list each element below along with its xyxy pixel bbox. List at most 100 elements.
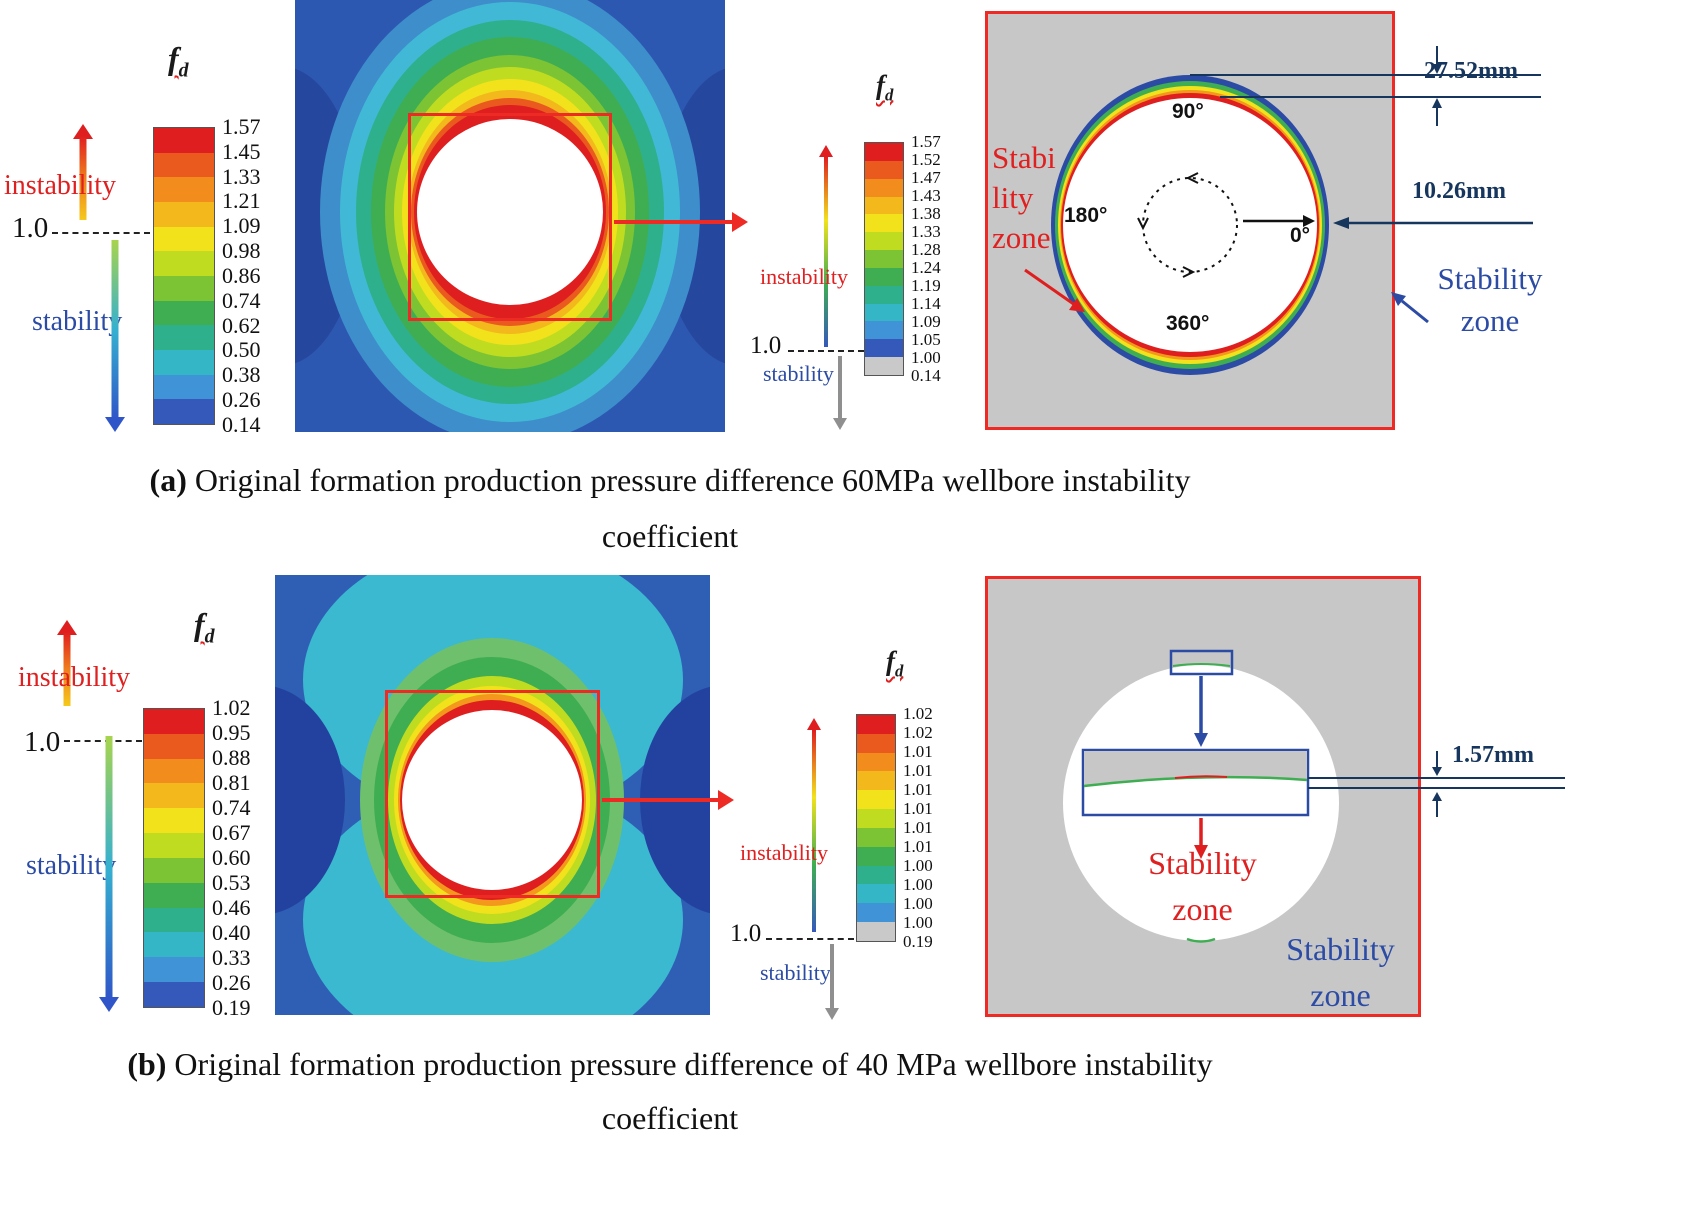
colorbar-band: [154, 399, 214, 425]
stability-label: stability: [26, 850, 117, 881]
arrow-head-icon: [819, 145, 833, 157]
contour-plot-a: [295, 0, 725, 432]
arrow-head-icon: [1432, 767, 1442, 776]
colorbar-band: [144, 907, 204, 933]
colorbar-band: [865, 196, 903, 215]
fd-subscript: d: [885, 85, 894, 105]
colorbar-band: [857, 846, 895, 866]
arrow-head-icon: [1391, 292, 1406, 306]
colorbar-band: [144, 882, 204, 908]
stability-label: stability: [760, 960, 831, 985]
caption-prefix: (a): [149, 462, 187, 498]
label-line: Stability: [1437, 261, 1543, 296]
colorbar-band: [857, 752, 895, 772]
arrow-head-icon: [1432, 64, 1442, 74]
stability-arrow: [98, 736, 120, 1012]
colorbar-band: [154, 251, 214, 277]
colorbar-band: [865, 339, 903, 358]
colorbar-band: [865, 232, 903, 251]
colorbar-tick-labels: 1.02 1.02 1.01 1.01 1.01 1.01 1.01 1.01 1.00 1.00…: [903, 704, 933, 951]
colorbar-band: [865, 160, 903, 179]
colorbar-band: [144, 833, 204, 858]
colorbar-b-zoom: 1.02 1.02 1.01 1.01 1.01 1.01 1.01 1.01 1.00 1.00…: [856, 704, 933, 951]
arrow-shaft: [614, 220, 734, 224]
colorbar-band: [857, 922, 895, 941]
dimension-label-10-26: 10.26mm: [1412, 178, 1506, 204]
colorbar-band: [154, 325, 214, 351]
thin-instability-layer: [1172, 663, 1231, 667]
colorbar-band: [144, 857, 204, 883]
caption-text: Original formation production pressure d…: [186, 462, 1191, 498]
wellbore-hole: [1063, 98, 1317, 352]
threshold-label: 1.0: [12, 212, 49, 244]
arrow-head-icon: [825, 1008, 839, 1020]
label-line: zone: [992, 220, 1051, 255]
dimension-label-1-57: 1.57mm: [1452, 742, 1534, 768]
arrow-head-icon: [99, 997, 119, 1012]
colorbar-band: [865, 178, 903, 197]
fd-symbol: f: [168, 40, 179, 76]
fd-subscript: d: [895, 661, 904, 681]
fd-label-a-main: fd: [168, 40, 189, 82]
arrow-head-icon: [105, 417, 125, 432]
angle-label-90: 90°: [1172, 100, 1204, 123]
angle-label-180: 180°: [1064, 204, 1108, 227]
callout-source-box: [1169, 649, 1234, 676]
colorbar-band: [865, 143, 903, 161]
rotation-dotted-circle: [1142, 177, 1238, 273]
colorbar-tick-labels: 1.57 1.45 1.33 1.21 1.09 0.98 0.86 0.74 0.62 0.50…: [222, 114, 261, 437]
stability-zone-label-center: Stability zone: [1110, 840, 1295, 932]
angle-label-0: 0°: [1290, 224, 1311, 247]
colorbar-band: [154, 350, 214, 375]
magnified-instability-layer-red: [1174, 775, 1228, 779]
stability-zone-label-right: Stability zone: [1258, 926, 1423, 1018]
threshold-dash-line: [52, 232, 150, 234]
colorbar-band: [154, 226, 214, 252]
colorbar-band: [857, 790, 895, 810]
arrow-shaft: [63, 632, 71, 706]
colorbar-band: [154, 374, 214, 400]
zoom-region-box-b: [385, 690, 600, 898]
instability-label: instability: [760, 264, 848, 289]
fd-subscript: d: [178, 59, 189, 82]
zoom-view-a: [985, 11, 1541, 430]
stability-zone-label-right: Stability zone: [1420, 258, 1560, 342]
arrow-shaft: [105, 736, 113, 1000]
colorbar-a-zoom: 1.57 1.52 1.47 1.43 1.38 1.33 1.28 1.24 1.19 1.14…: [864, 133, 941, 384]
label-line: lity: [992, 180, 1034, 215]
arrow-shaft: [824, 157, 828, 347]
colorbar-a-main: 1.57 1.45 1.33 1.21 1.09 0.98 0.86 0.74 0.62 0.50…: [153, 114, 261, 437]
fd-label-a-zoom: fd: [876, 70, 893, 105]
zoom-view-b: [985, 576, 1565, 1017]
arrow-head-icon: [1069, 298, 1085, 312]
colorbar-band: [857, 884, 895, 904]
label-line: Stability: [1148, 845, 1257, 881]
colorbar-band: [865, 214, 903, 233]
stability-zone-pointer: [1024, 268, 1076, 307]
fd-symbol: f: [194, 606, 205, 642]
instability-label: instability: [740, 840, 828, 865]
colorbar-b-main: 1.02 0.95 0.88 0.81 0.74 0.67 0.60 0.53 0.46 0.40…: [143, 697, 251, 1019]
stability-arrow: [104, 240, 126, 432]
stability-label: stability: [763, 361, 834, 386]
fd-subscript: d: [204, 625, 215, 648]
angle-label-360: 360°: [1166, 312, 1210, 335]
rotation-chevron-icon: [1137, 217, 1149, 231]
arrow-shaft: [838, 356, 842, 418]
arrow-head-icon: [1333, 217, 1349, 229]
threshold-label: 1.0: [730, 920, 762, 947]
arrow-shaft: [812, 730, 816, 932]
instability-label: instability: [18, 662, 130, 693]
arrow-shaft: [830, 944, 834, 1008]
arrow-shaft: [79, 136, 87, 220]
wellbore-hole: [402, 710, 582, 890]
arrow-head-icon: [1194, 845, 1208, 859]
colorbar-band: [144, 957, 204, 983]
rotation-chevron-icon: [1182, 266, 1196, 278]
colorbar-cells: [864, 142, 904, 376]
zoom-region-box-a: [408, 113, 612, 321]
caption-b-line1: (b) Original formation production pressu…: [0, 1046, 1340, 1083]
label-line: zone: [1172, 891, 1233, 927]
low-fd-lobe: [275, 686, 345, 914]
